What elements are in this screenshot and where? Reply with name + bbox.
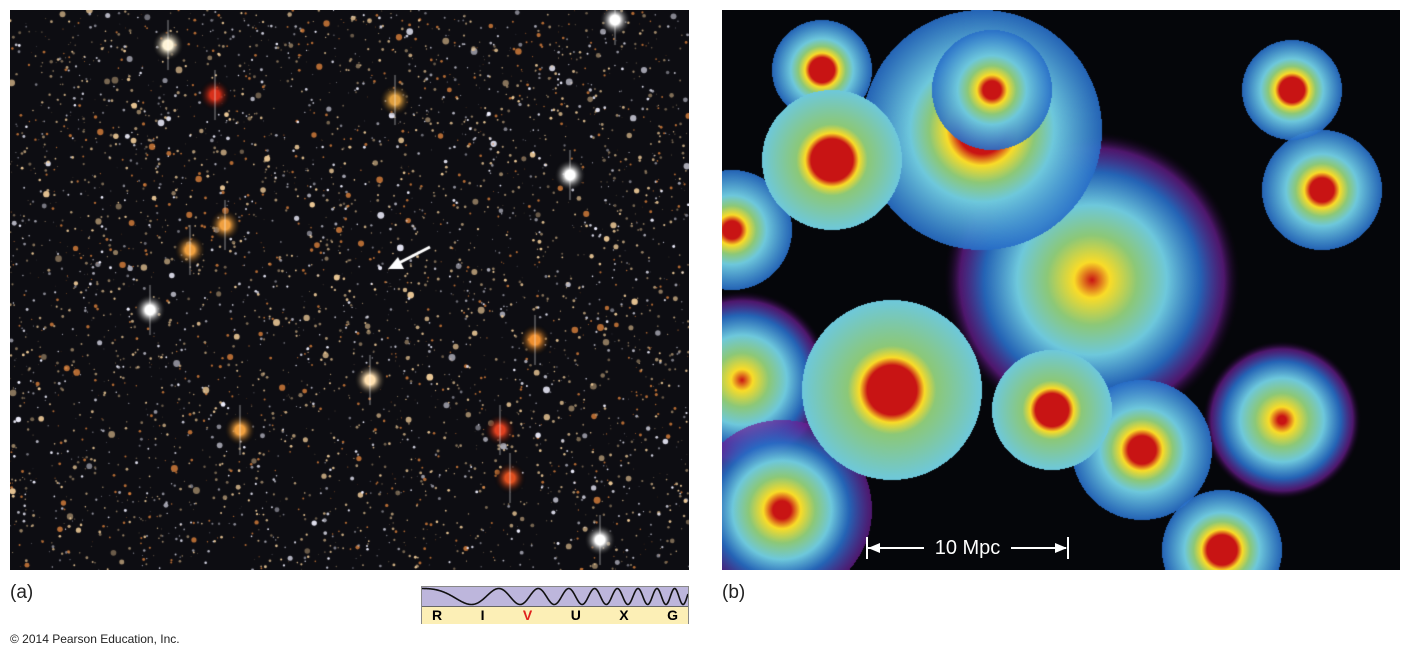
- spectrum-indicator: R I V U X G: [421, 586, 689, 624]
- band-r: R: [432, 607, 443, 623]
- band-u: U: [570, 607, 581, 623]
- band-g: G: [667, 607, 678, 623]
- copyright: © 2014 Pearson Education, Inc.: [10, 632, 180, 646]
- panel-b-label: (b): [722, 582, 746, 603]
- band-x: X: [619, 607, 629, 623]
- wave-graphic: [422, 587, 689, 606]
- band-i: I: [480, 607, 485, 623]
- galaxy-field-image: [10, 10, 689, 570]
- dark-matter-density-map: [722, 10, 1400, 570]
- band-v: V: [522, 607, 533, 623]
- scale-bar-label: 10 Mpc: [934, 537, 1001, 559]
- scale-bar: 10 Mpc: [866, 535, 1069, 561]
- panel-a-label: (a): [10, 582, 34, 603]
